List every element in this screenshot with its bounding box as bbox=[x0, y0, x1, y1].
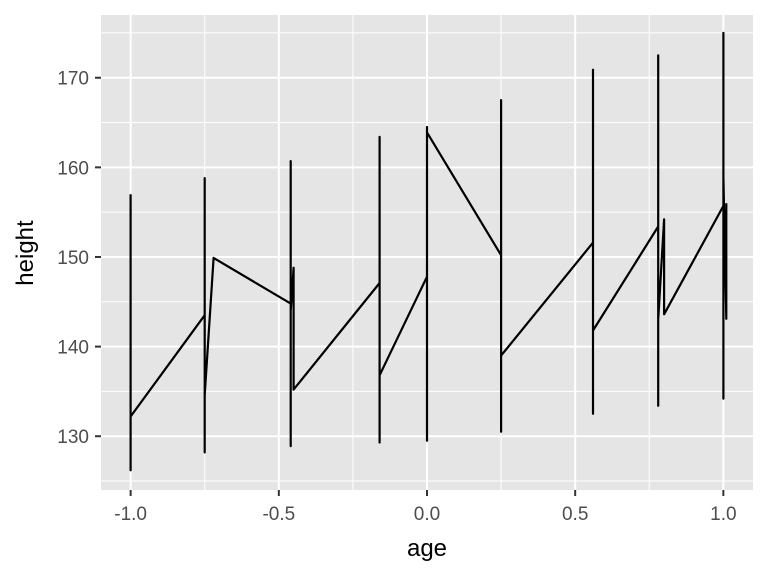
y-tick-label: 170 bbox=[57, 69, 89, 90]
x-tick-label: -0.5 bbox=[262, 504, 295, 525]
x-tick-label: -1.0 bbox=[114, 504, 147, 525]
x-tick-label: 0.5 bbox=[562, 504, 588, 525]
x-axis-title: age bbox=[407, 535, 447, 562]
x-axis-tick-labels: -1.0 -0.5 0.0 0.5 1.0 bbox=[114, 504, 736, 525]
y-tick-label: 130 bbox=[57, 427, 89, 448]
x-tick-label: 0.0 bbox=[414, 504, 440, 525]
x-tick-label: 1.0 bbox=[710, 504, 736, 525]
y-axis-tick-labels: 130 140 150 160 170 bbox=[57, 69, 89, 448]
series-layer bbox=[129, 31, 728, 472]
y-tick-label: 150 bbox=[57, 248, 89, 269]
y-tick-label: 140 bbox=[57, 338, 89, 359]
y-axis-title: height bbox=[12, 220, 39, 286]
series-line bbox=[129, 31, 728, 472]
y-tick-label: 160 bbox=[57, 158, 89, 179]
axis-ticks bbox=[95, 76, 725, 496]
